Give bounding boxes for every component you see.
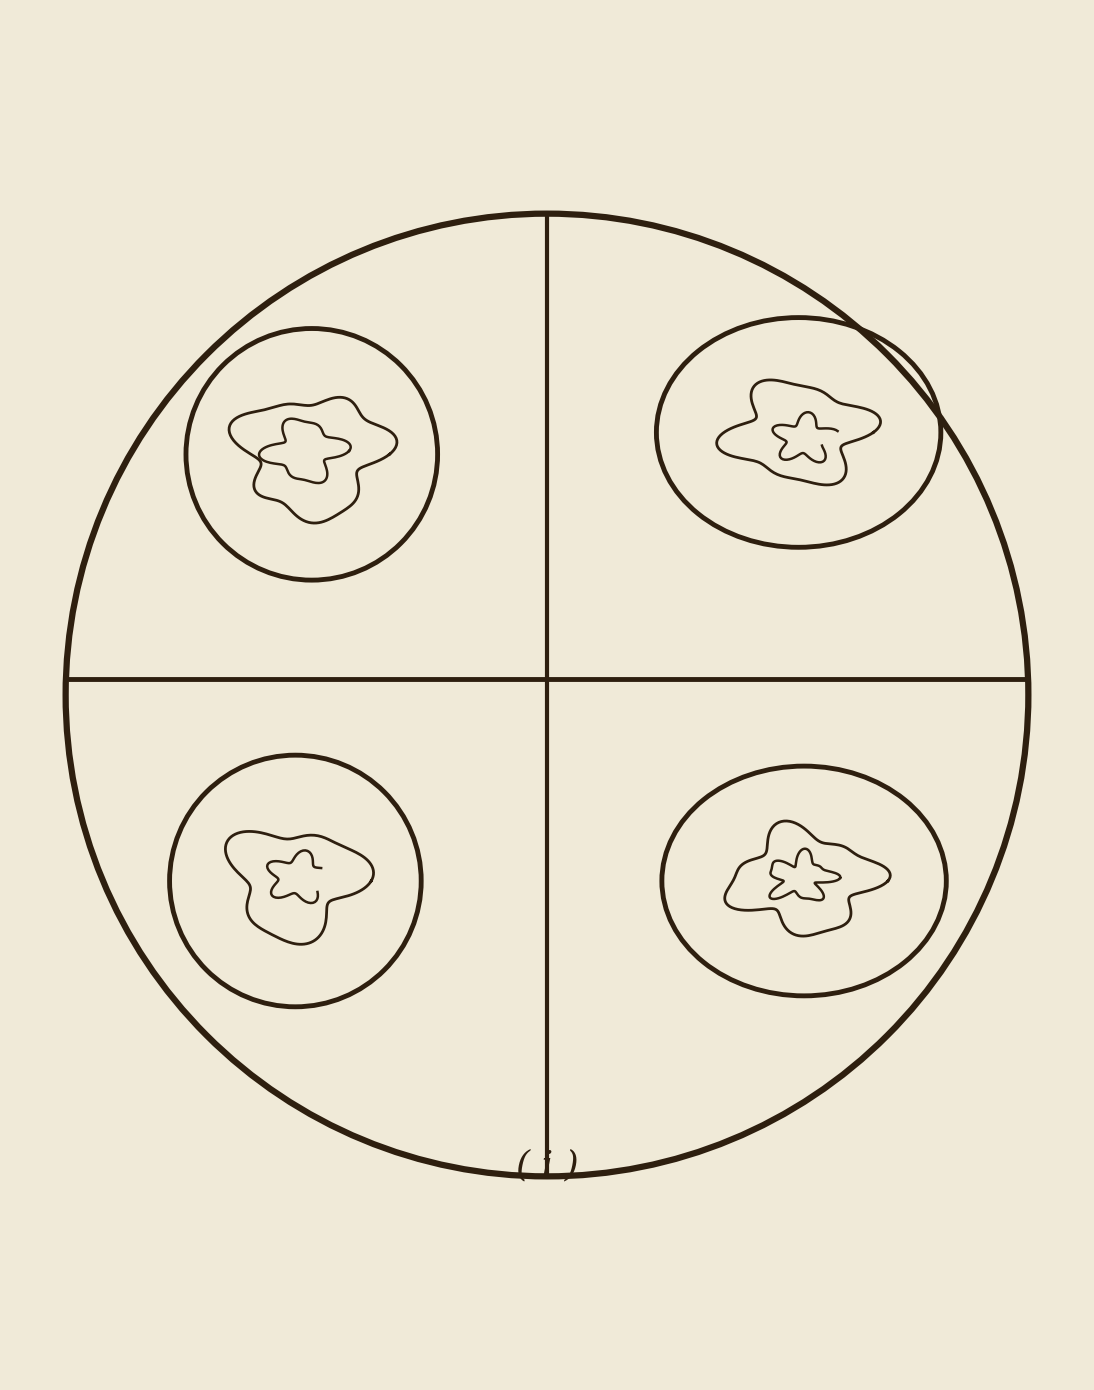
Text: ( i ): ( i ): [515, 1148, 579, 1183]
